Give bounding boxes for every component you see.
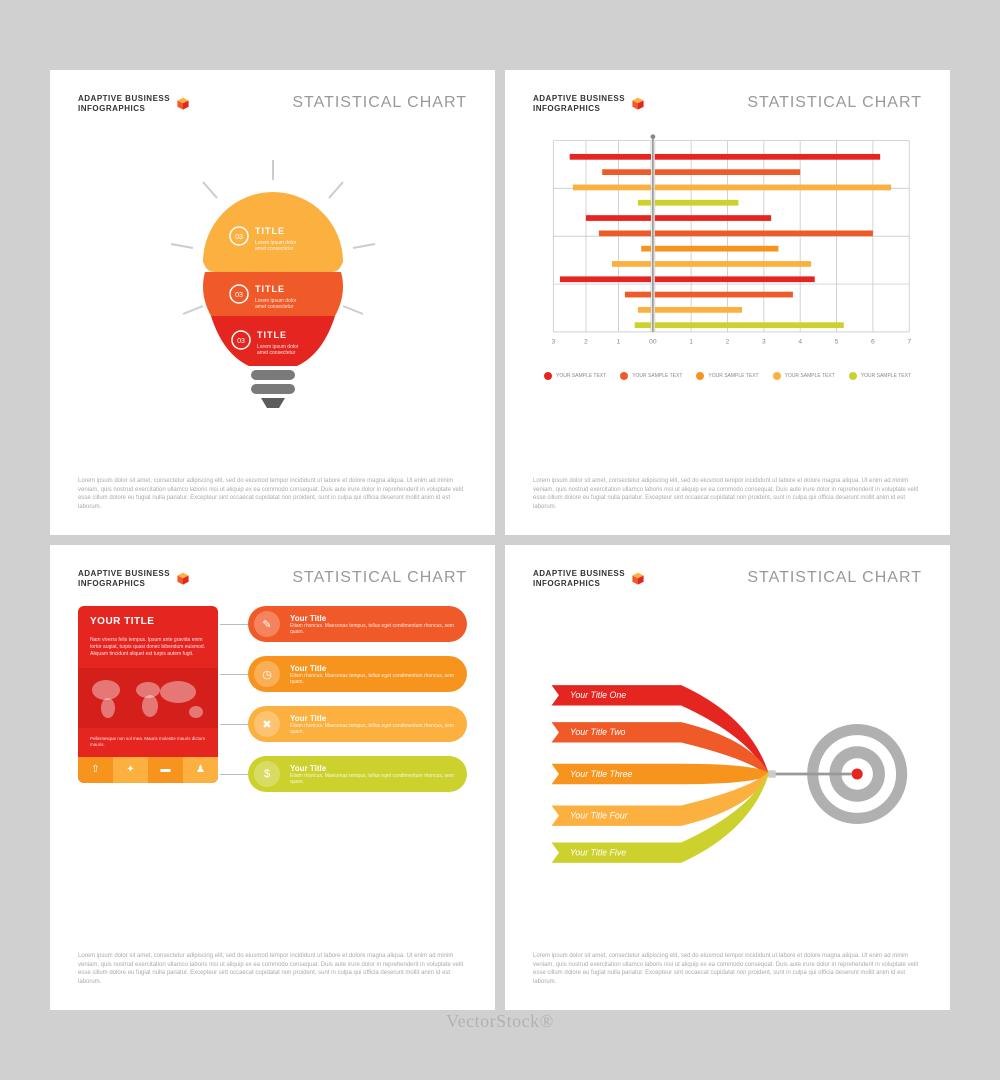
svg-text:amet consectetur: amet consectetur (255, 246, 294, 252)
watermark: VectorStock® (446, 1011, 554, 1032)
brand: ADAPTIVE BUSINESS INFOGRAPHICS (78, 569, 190, 588)
legend-item: YOUR SAMPLE TEXT (773, 372, 835, 380)
pill-list: ✎Your TitleEtiam rhoncus. Maecenas tempu… (248, 606, 467, 792)
card-icon-row: ⇧✦▬♟ (78, 757, 218, 783)
svg-text:TITLE: TITLE (257, 330, 287, 340)
svg-text:3: 3 (552, 339, 556, 346)
pill-icon: ◷ (254, 661, 280, 687)
pill-item: ✖Your TitleEtiam rhoncus. Maecenas tempu… (248, 706, 467, 742)
svg-text:Your Title Two: Your Title Two (570, 727, 626, 737)
infographic-grid: ADAPTIVE BUSINESS INFOGRAPHICS STATISTIC… (20, 40, 980, 1040)
svg-text:0: 0 (653, 339, 657, 346)
svg-text:1: 1 (689, 339, 693, 346)
legend-item: YOUR SAMPLE TEXT (544, 372, 606, 380)
svg-text:5: 5 (835, 339, 839, 346)
panel-bars: ADAPTIVE BUSINESS INFOGRAPHICS STATISTIC… (505, 70, 950, 535)
panel-header: ADAPTIVE BUSINESS INFOGRAPHICS STATISTIC… (533, 94, 922, 113)
legend-item: YOUR SAMPLE TEXT (696, 372, 758, 380)
panel-footer: Lorem ipsum dolor sit amet, consectetur … (78, 952, 467, 986)
pill-icon: $ (254, 761, 280, 787)
panel-title: STATISTICAL CHART (292, 569, 467, 587)
panel-footer: Lorem ipsum dolor sit amet, consectetur … (533, 952, 922, 986)
svg-text:amet consectetur: amet consectetur (257, 350, 296, 356)
pill-item: $Your TitleEtiam rhoncus. Maecenas tempu… (248, 756, 467, 792)
panel-header: ADAPTIVE BUSINESS INFOGRAPHICS STATISTIC… (78, 569, 467, 588)
card-title: YOUR TITLE (78, 606, 218, 637)
svg-text:1: 1 (617, 339, 621, 346)
svg-text:03: 03 (235, 234, 243, 241)
svg-text:7: 7 (907, 339, 911, 346)
cube-icon (631, 97, 645, 111)
bar-chart: 012301234567 (533, 131, 922, 351)
brand: ADAPTIVE BUSINESS INFOGRAPHICS (78, 94, 190, 113)
card-body: Nam viverra felis tempus. Ipsum ante gra… (78, 637, 218, 668)
panel-target: ADAPTIVE BUSINESS INFOGRAPHICS STATISTIC… (505, 545, 950, 1010)
svg-text:TITLE: TITLE (255, 284, 285, 294)
legend-item: YOUR SAMPLE TEXT (849, 372, 911, 380)
svg-text:3: 3 (762, 339, 766, 346)
brand: ADAPTIVE BUSINESS INFOGRAPHICS (533, 569, 645, 588)
svg-text:amet consectetur: amet consectetur (255, 304, 294, 310)
chart-legend: YOUR SAMPLE TEXT YOUR SAMPLE TEXT YOUR SAM… (533, 372, 922, 380)
panel-bulb: ADAPTIVE BUSINESS INFOGRAPHICS STATISTIC… (50, 70, 495, 535)
svg-text:Your Title One: Your Title One (570, 690, 626, 700)
panel-footer: Lorem ipsum dolor sit amet, consectetur … (78, 477, 467, 511)
cube-icon (176, 97, 190, 111)
legend-item: YOUR SAMPLE TEXT (620, 372, 682, 380)
svg-text:2: 2 (726, 339, 730, 346)
pill-icon: ✖ (254, 711, 280, 737)
svg-text:Your Title Four: Your Title Four (570, 811, 629, 821)
panel-footer: Lorem ipsum dolor sit amet, consectetur … (533, 477, 922, 511)
pill-item: ✎Your TitleEtiam rhoncus. Maecenas tempu… (248, 606, 467, 642)
card-subtext: Pellentesque non sol mea. Mauris molesti… (78, 728, 218, 757)
card-small-icon: ▬ (148, 757, 183, 783)
panel-header: ADAPTIVE BUSINESS INFOGRAPHICS STATISTIC… (533, 569, 922, 588)
svg-text:TITLE: TITLE (255, 226, 285, 236)
panel-list: ADAPTIVE BUSINESS INFOGRAPHICS STATISTIC… (50, 545, 495, 1010)
title-card: YOUR TITLE Nam viverra felis tempus. Ips… (78, 606, 218, 783)
svg-text:03: 03 (237, 338, 245, 345)
panel-title: STATISTICAL CHART (747, 569, 922, 587)
brand-line2: INFOGRAPHICS (78, 104, 170, 114)
pill-icon: ✎ (254, 611, 280, 637)
svg-text:Your Title Five: Your Title Five (570, 848, 626, 858)
brand: ADAPTIVE BUSINESS INFOGRAPHICS (533, 94, 645, 113)
card-small-icon: ⇧ (78, 757, 113, 783)
card-small-icon: ✦ (113, 757, 148, 783)
pill-item: ◷Your TitleEtiam rhoncus. Maecenas tempu… (248, 656, 467, 692)
card-small-icon: ♟ (183, 757, 218, 783)
bulb-chart: 03 TITLE Lorem ipsum dolor amet consecte… (83, 154, 463, 444)
panel-title: STATISTICAL CHART (292, 94, 467, 112)
svg-text:2: 2 (584, 339, 588, 346)
cube-icon (631, 572, 645, 586)
cube-icon (176, 572, 190, 586)
brand-line1: ADAPTIVE BUSINESS (78, 94, 170, 104)
world-map-icon (78, 668, 218, 728)
svg-text:Your Title Three: Your Title Three (570, 769, 633, 779)
target-ribbons: Your Title One Your Title Two Your Title T… (533, 629, 922, 919)
svg-text:6: 6 (871, 339, 875, 346)
panel-header: ADAPTIVE BUSINESS INFOGRAPHICS STATISTIC… (78, 94, 467, 113)
svg-text:4: 4 (798, 339, 802, 346)
panel-title: STATISTICAL CHART (747, 94, 922, 112)
svg-text:03: 03 (235, 292, 243, 299)
